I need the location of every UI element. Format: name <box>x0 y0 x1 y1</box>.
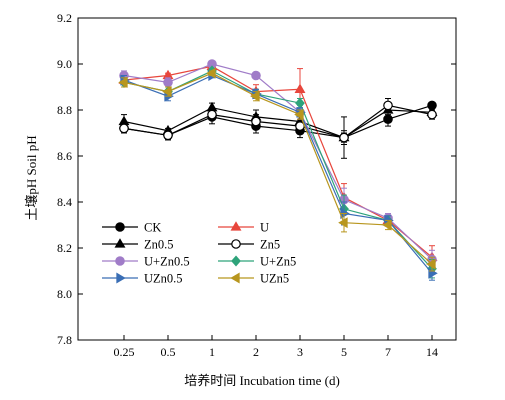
legend-label: UZn0.5 <box>144 272 183 286</box>
legend-label: Zn0.5 <box>144 238 174 252</box>
y-tick-label: 9.2 <box>57 11 72 25</box>
series-line <box>123 63 433 260</box>
legend-item: Zn0.5 <box>102 238 174 252</box>
data-point <box>163 77 173 88</box>
y-tick-label: 8.8 <box>57 103 72 117</box>
legend-label: U+Zn5 <box>260 255 296 269</box>
data-point <box>162 86 172 98</box>
y-tick-label: 8.4 <box>57 195 72 209</box>
series-line <box>123 74 433 274</box>
y-axis-label: 土壤pH Soil pH <box>24 135 39 220</box>
x-tick-label: 5 <box>341 345 347 359</box>
legend-item: CK <box>102 221 161 235</box>
legend-label: U <box>260 221 269 235</box>
data-point <box>250 90 260 102</box>
legend-marker <box>115 222 125 232</box>
data-point <box>339 132 349 143</box>
data-point <box>118 76 128 88</box>
x-tick-label: 1 <box>209 345 215 359</box>
data-point <box>383 100 393 111</box>
legend-marker <box>231 239 241 249</box>
legend-marker <box>116 272 126 284</box>
legend-label: UZn5 <box>260 272 289 286</box>
data-point <box>427 109 437 120</box>
data-point <box>294 109 304 121</box>
series-layer <box>118 59 438 281</box>
legend-marker <box>230 272 240 284</box>
series-line <box>123 107 433 139</box>
data-point <box>163 130 173 141</box>
legend-label: CK <box>144 221 161 235</box>
legend-item: Zn5 <box>218 238 280 252</box>
x-axis-label: 培养时间 Incubation time (d) <box>184 373 340 388</box>
x-tick-label: 14 <box>426 345 438 359</box>
data-point <box>251 70 261 81</box>
data-point <box>338 217 348 229</box>
x-tick-label: 7 <box>385 345 391 359</box>
data-point <box>294 83 306 93</box>
y-tick-label: 7.8 <box>57 333 72 347</box>
series-zn5 <box>119 98 437 159</box>
plot-frame <box>77 17 457 341</box>
data-point <box>251 116 261 127</box>
legend-item: U+Zn0.5 <box>102 255 190 269</box>
legend-item: U <box>218 221 269 235</box>
legend-item: U+Zn5 <box>218 255 296 269</box>
y-tick-label: 8.6 <box>57 149 72 163</box>
series-uzn5 <box>118 67 436 272</box>
x-tick-label: 2 <box>253 345 259 359</box>
x-tick-label: 0.5 <box>161 345 176 359</box>
legend-marker <box>230 221 242 231</box>
legend-item: UZn5 <box>218 272 289 286</box>
legend-marker <box>115 256 125 266</box>
data-point <box>119 123 129 134</box>
series-line <box>123 65 433 258</box>
axes: 7.8 8.0 8.2 8.4 8.6 8.8 9.0 9.2 0.25 0.5 1 2 3 5 7 14 <box>57 11 457 359</box>
y-tick-label: 8.2 <box>57 241 72 255</box>
legend-item: UZn0.5 <box>102 272 183 286</box>
data-point <box>383 114 393 124</box>
data-point <box>295 97 305 109</box>
legend-label: U+Zn0.5 <box>144 255 190 269</box>
data-point <box>207 109 217 120</box>
y-tick-label: 8.0 <box>57 287 72 301</box>
x-tick-label: 0.25 <box>114 345 135 359</box>
legend-marker <box>114 238 126 248</box>
data-point <box>382 219 392 231</box>
legend-marker <box>231 255 241 267</box>
series-line <box>123 104 433 139</box>
x-tick-label: 3 <box>297 345 303 359</box>
data-point <box>206 67 216 79</box>
data-point <box>426 258 436 270</box>
legend-label: Zn5 <box>260 238 280 252</box>
series-line <box>123 72 433 265</box>
y-tick-label: 9.0 <box>57 57 72 71</box>
